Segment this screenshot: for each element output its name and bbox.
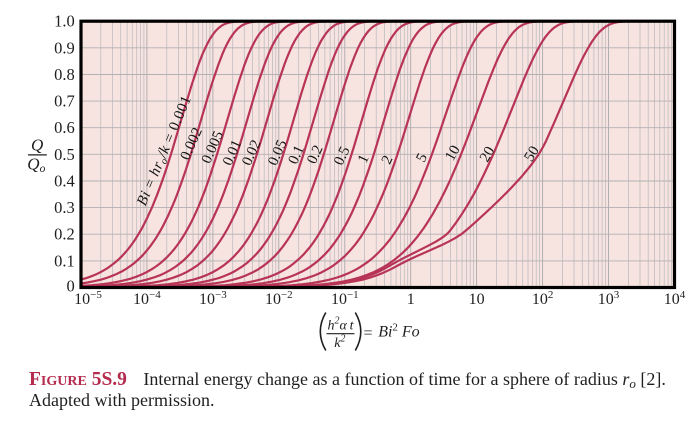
svg-text:10−4: 10−4 [133,289,161,308]
svg-text:102: 102 [532,289,554,308]
svg-text:10: 10 [442,143,463,164]
svg-text:Qo: Qo [27,155,45,176]
svg-text:0.2: 0.2 [54,225,75,244]
svg-text:Bi2 Fo: Bi2 Fo [378,322,420,341]
svg-text:k2: k2 [334,334,345,352]
svg-text:50: 50 [521,143,543,164]
svg-text:=: = [364,325,373,342]
svg-text:10: 10 [469,291,485,308]
svg-text:10−5: 10−5 [74,289,102,308]
svg-text:0.9: 0.9 [54,38,75,57]
svg-text:0.2: 0.2 [304,143,326,167]
svg-text:0.1: 0.1 [54,251,75,270]
svg-text:1.0: 1.0 [54,12,75,31]
svg-text:0.5: 0.5 [331,144,353,168]
svg-text:0.7: 0.7 [54,92,75,111]
svg-text:0.3: 0.3 [54,198,75,217]
svg-text:0.4: 0.4 [54,172,75,191]
svg-text:Bi = hro/k = 0.001: Bi = hro/k = 0.001 [134,93,196,209]
svg-text:h2α t: h2α t [327,315,354,333]
svg-text:0: 0 [66,277,74,296]
svg-text:0.8: 0.8 [54,65,75,84]
svg-text:10−3: 10−3 [199,289,227,308]
svg-text:Q: Q [31,135,43,154]
svg-text:0.5: 0.5 [54,145,75,164]
svg-text:103: 103 [598,289,620,308]
svg-text:0.1: 0.1 [286,143,308,167]
svg-text:10−1: 10−1 [331,289,359,308]
svg-text:20: 20 [477,144,498,165]
svg-text:10−2: 10−2 [265,289,293,308]
svg-text:104: 104 [664,289,686,308]
svg-text:1: 1 [407,291,415,308]
svg-text:0.6: 0.6 [54,118,75,137]
